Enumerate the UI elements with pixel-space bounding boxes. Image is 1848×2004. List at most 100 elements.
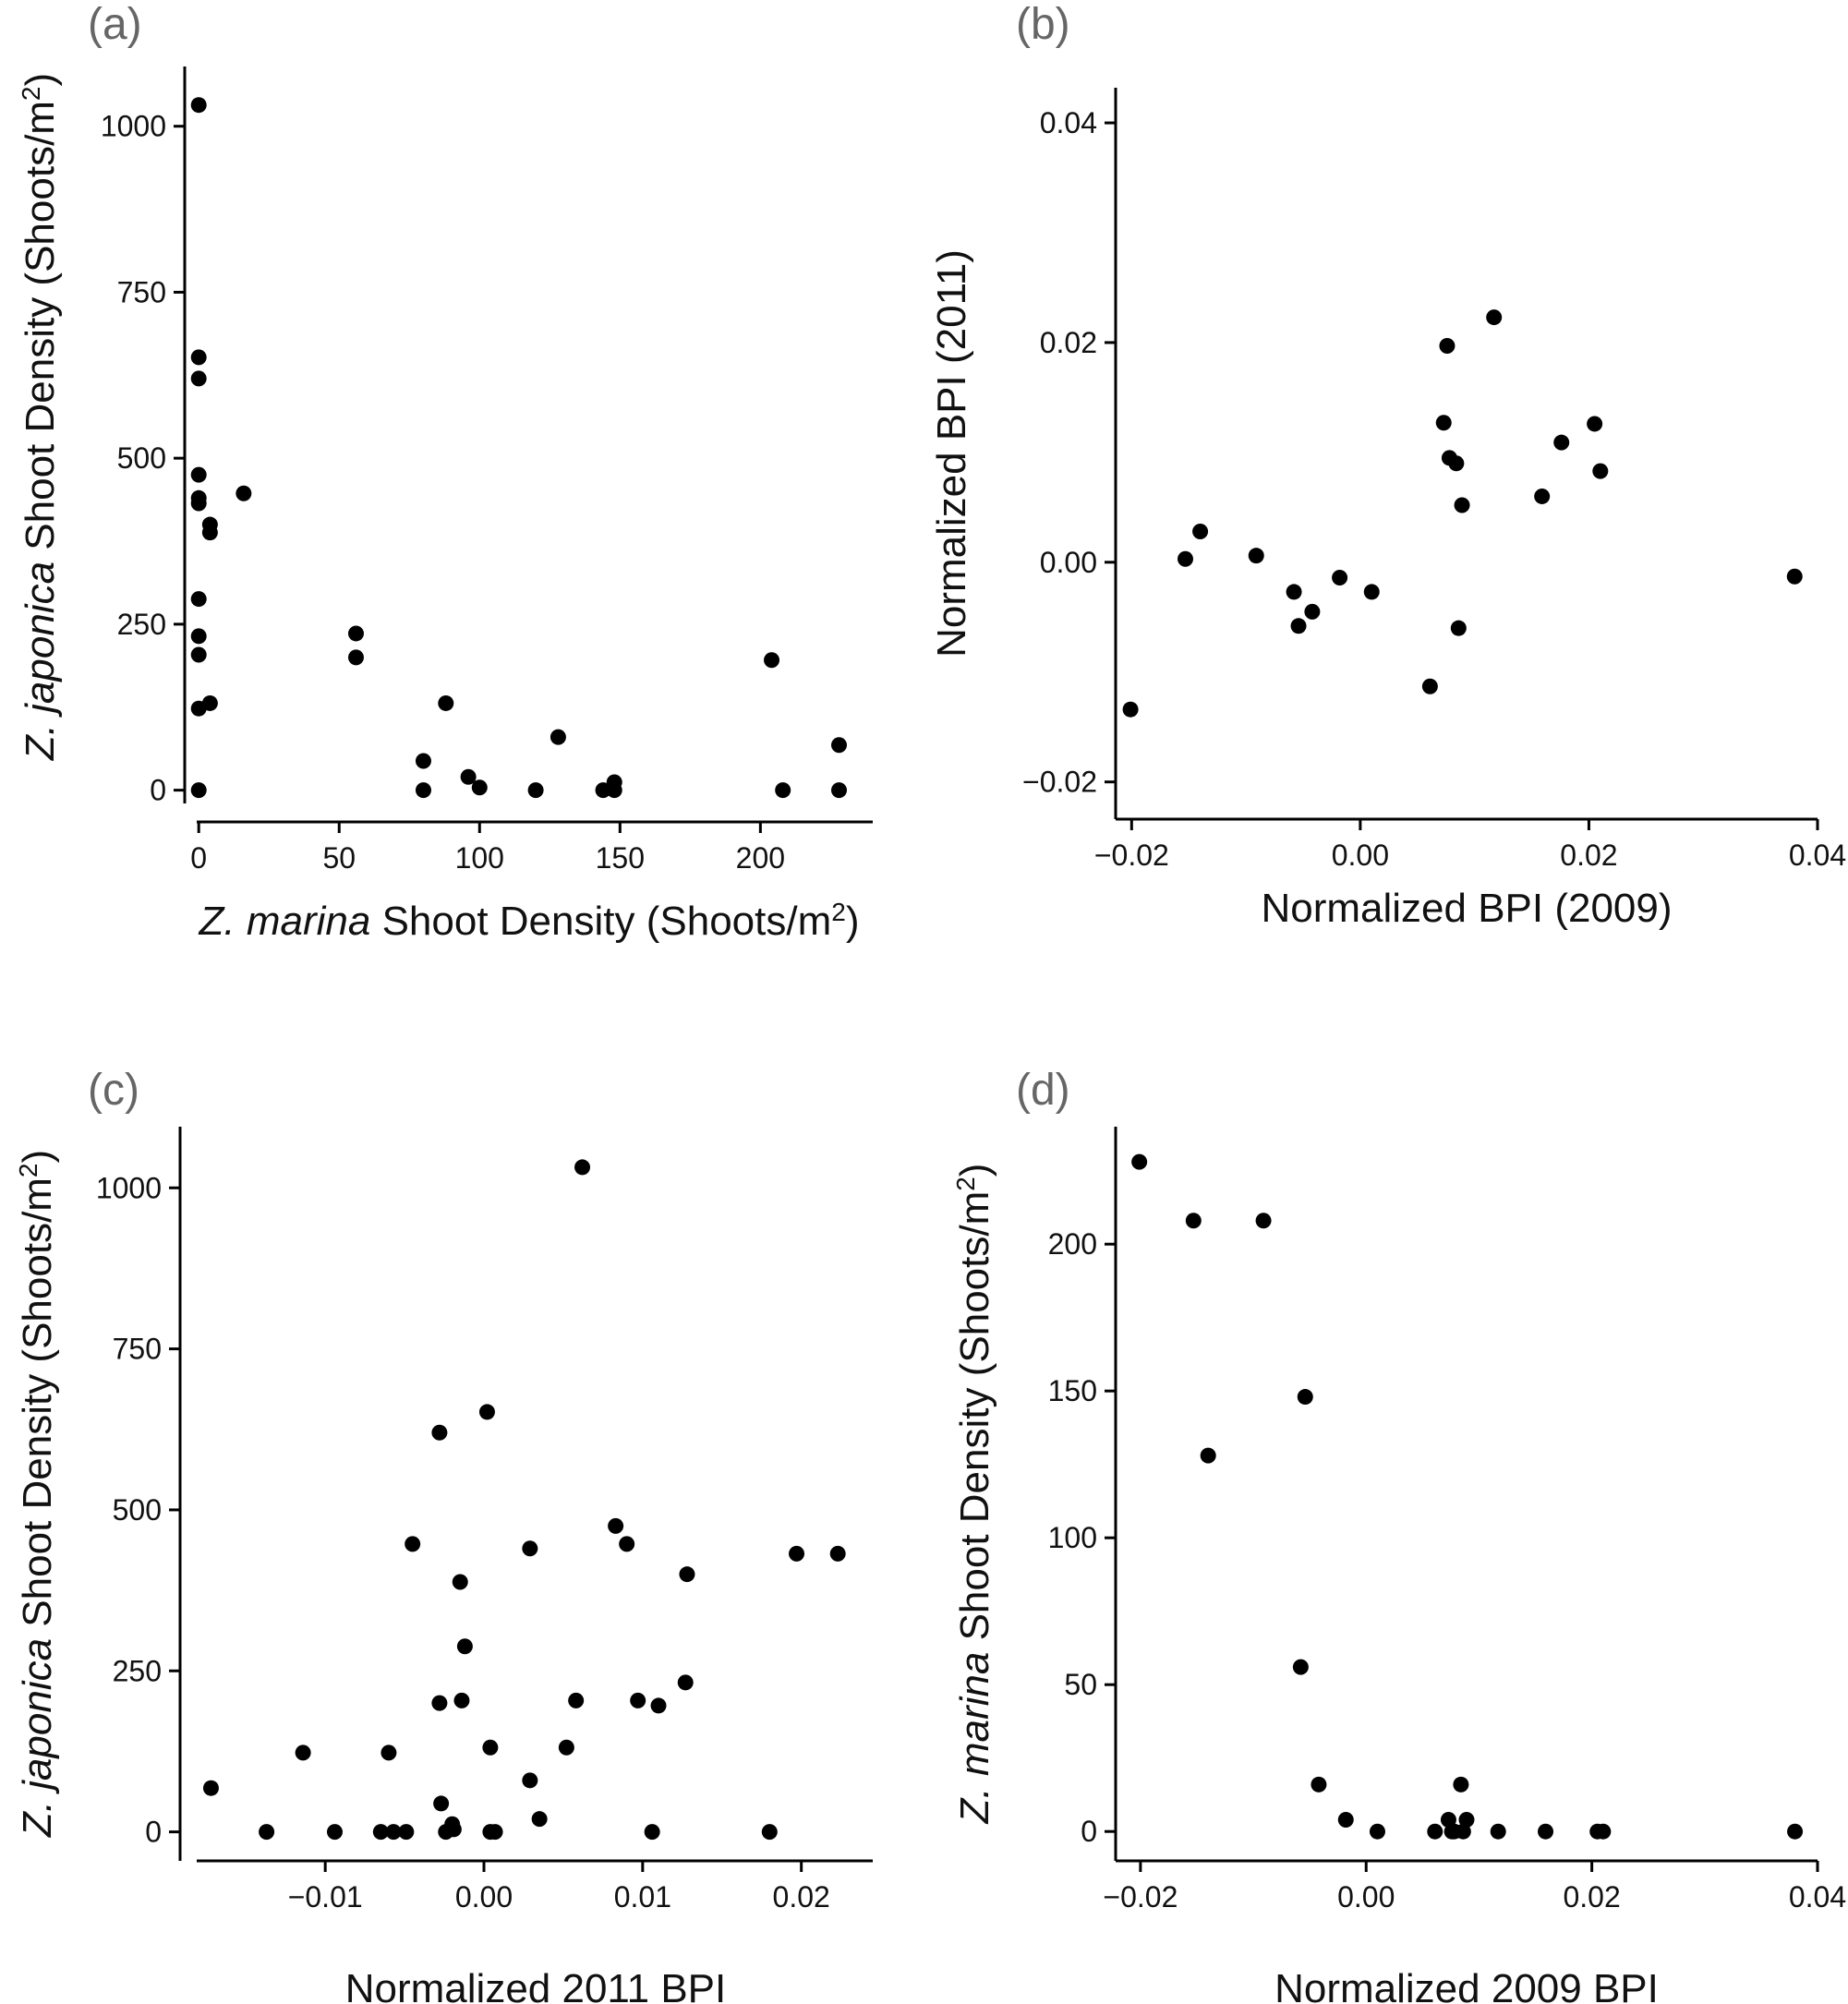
data-point bbox=[1369, 1823, 1385, 1840]
data-point bbox=[380, 1744, 397, 1761]
data-point bbox=[595, 782, 611, 799]
data-point bbox=[679, 1566, 695, 1583]
data-point bbox=[831, 737, 848, 754]
x-tick-label: 0.00 bbox=[455, 1880, 513, 1913]
data-point bbox=[550, 729, 566, 745]
data-point bbox=[445, 1821, 462, 1838]
data-point bbox=[1534, 488, 1551, 504]
data-point bbox=[452, 1574, 468, 1590]
data-point bbox=[1490, 1823, 1506, 1840]
panel-label-b: (b) bbox=[1016, 0, 1070, 49]
data-point bbox=[1292, 1659, 1309, 1675]
data-point bbox=[1421, 678, 1438, 694]
x-tick-label: 0 bbox=[190, 841, 207, 875]
x-axis-title-text: Normalized BPI (2009) bbox=[1261, 886, 1672, 931]
data-point bbox=[789, 1545, 805, 1562]
y-tick-label: 500 bbox=[117, 441, 166, 475]
y-tick-label: 0 bbox=[150, 774, 166, 807]
x-axis-title: Normalized BPI (2009) bbox=[1261, 886, 1672, 931]
data-point bbox=[522, 1772, 538, 1789]
x-tick-label: 0.01 bbox=[614, 1880, 671, 1913]
y-axis-title-text: Shoot Density (Shoots/m bbox=[952, 1191, 997, 1652]
y-axis-title-species: Z. japonica bbox=[15, 1638, 60, 1838]
y-axis-title-superscript: 2 bbox=[17, 86, 45, 101]
y-axis-title: Z. japonica Shoot Density (Shoots/m2) bbox=[17, 73, 64, 761]
data-point bbox=[438, 694, 454, 711]
data-point bbox=[471, 779, 488, 796]
x-axis-title-close: ) bbox=[846, 899, 860, 944]
data-point bbox=[1553, 434, 1570, 451]
x-tick-label: 0.02 bbox=[773, 1880, 830, 1913]
data-point bbox=[1450, 620, 1467, 636]
y-axis-title-close: ) bbox=[18, 73, 63, 87]
data-point bbox=[326, 1824, 343, 1841]
y-axis-title: Normalized BPI (2011) bbox=[929, 249, 974, 658]
y-tick-label: 100 bbox=[1048, 1521, 1097, 1554]
y-axis-title-text: Shoot Density (Shoots/m bbox=[18, 101, 63, 561]
x-tick-label: 200 bbox=[736, 841, 785, 875]
data-point bbox=[190, 466, 207, 483]
data-point bbox=[1122, 701, 1139, 718]
data-point bbox=[1304, 603, 1321, 620]
data-point bbox=[1595, 1823, 1612, 1840]
data-point bbox=[1427, 1823, 1443, 1840]
data-point bbox=[1311, 1776, 1327, 1793]
x-axis-title-text: Normalized 2009 BPI bbox=[1274, 1966, 1659, 2004]
data-point bbox=[1248, 548, 1264, 564]
data-point bbox=[347, 625, 364, 642]
data-point bbox=[677, 1674, 694, 1691]
data-point bbox=[482, 1739, 499, 1756]
data-point bbox=[1786, 568, 1803, 585]
data-point bbox=[1200, 1447, 1216, 1464]
data-point bbox=[1185, 1213, 1202, 1229]
y-tick-label: 1000 bbox=[96, 1171, 162, 1204]
data-point bbox=[606, 782, 622, 799]
x-axis-title: Z. marina Shoot Density (Shoots/m2) bbox=[199, 898, 860, 945]
data-point bbox=[1439, 338, 1455, 355]
y-axis-title-species: Z. japonica bbox=[18, 561, 63, 761]
data-point bbox=[1297, 1389, 1313, 1406]
data-point bbox=[415, 753, 431, 769]
y-tick-label: 0 bbox=[1081, 1815, 1097, 1848]
data-point bbox=[190, 646, 207, 663]
y-tick-label: 50 bbox=[1064, 1668, 1097, 1701]
data-point bbox=[202, 1780, 219, 1796]
y-axis-title-species: Z. marina bbox=[952, 1652, 997, 1825]
data-point bbox=[1453, 1776, 1469, 1793]
y-tick-label: 0.00 bbox=[1040, 546, 1097, 579]
data-point bbox=[764, 652, 780, 669]
data-point bbox=[415, 782, 431, 799]
data-point bbox=[236, 485, 252, 501]
y-axis-title-close: ) bbox=[952, 1164, 997, 1177]
y-axis-title: Z. japonica Shoot Density (Shoots/m2) bbox=[14, 1150, 61, 1838]
data-point bbox=[650, 1697, 667, 1714]
x-axis-title-species: Z. marina bbox=[199, 899, 371, 944]
data-point bbox=[1435, 415, 1452, 431]
data-point bbox=[433, 1795, 450, 1812]
data-point bbox=[1255, 1213, 1272, 1229]
data-point bbox=[558, 1739, 574, 1756]
x-tick-label: 0.02 bbox=[1563, 1880, 1620, 1913]
data-point bbox=[1448, 455, 1465, 472]
x-tick-label: −0.01 bbox=[288, 1880, 363, 1913]
panel-b: (b) −0.02 0.00 0.02 0.04 −0.02 0.00 0.02 0.04 Nor… bbox=[929, 0, 1846, 931]
data-point bbox=[431, 1695, 448, 1711]
data-point bbox=[1363, 584, 1380, 600]
y-tick-label: 250 bbox=[117, 608, 166, 641]
y-tick-label: 0.04 bbox=[1040, 106, 1097, 139]
data-point bbox=[831, 782, 848, 799]
data-point bbox=[531, 1811, 548, 1828]
data-point bbox=[608, 1517, 624, 1534]
data-point bbox=[1787, 1823, 1804, 1840]
data-point bbox=[1286, 584, 1302, 600]
data-point bbox=[201, 694, 218, 711]
data-point bbox=[295, 1744, 311, 1761]
data-point bbox=[1332, 569, 1348, 586]
data-point bbox=[190, 782, 207, 799]
y-axis-title-superscript: 2 bbox=[14, 1163, 42, 1177]
x-axis-title-superscript: 2 bbox=[831, 898, 846, 926]
x-tick-label: 0.00 bbox=[1337, 1880, 1395, 1913]
x-axis-title-text: Shoot Density (Shoots/m bbox=[370, 899, 831, 944]
y-tick-label: 0.02 bbox=[1040, 326, 1097, 359]
